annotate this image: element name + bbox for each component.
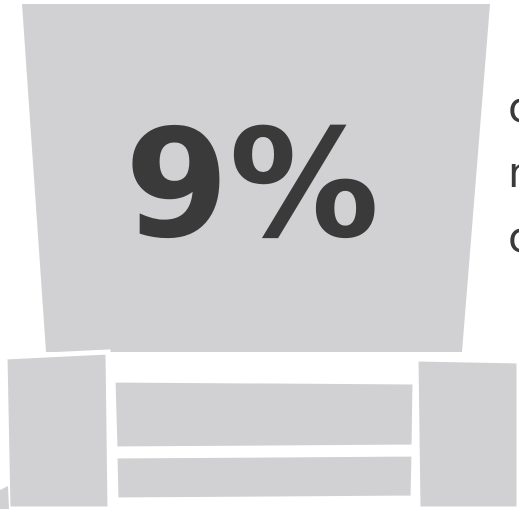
right-block xyxy=(413,356,519,509)
pedestal-top xyxy=(22,4,490,352)
lower-step xyxy=(112,451,417,503)
side-text: n xyxy=(508,148,519,197)
side-text: c xyxy=(508,83,519,132)
corner-piece xyxy=(0,486,9,509)
left-block xyxy=(2,349,113,509)
middle-step xyxy=(110,377,418,452)
side-text: c xyxy=(508,213,519,262)
headline: 9% xyxy=(125,98,380,272)
